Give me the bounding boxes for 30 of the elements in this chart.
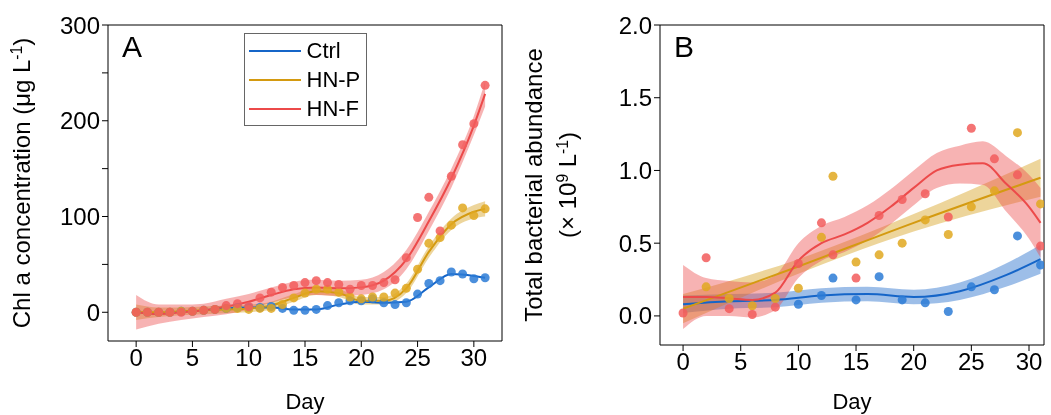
x-tick-label: 0 — [676, 348, 690, 376]
y-tick-label: 300 — [59, 11, 100, 39]
y-tick-label: 2.0 — [618, 11, 652, 39]
x-tick-label: 15 — [842, 348, 870, 376]
legend-label: HN-P — [306, 66, 361, 92]
x-tick-label: 5 — [734, 348, 748, 376]
y-tick-label: 100 — [59, 203, 100, 231]
x-tick-label: 20 — [900, 348, 928, 376]
x-tick-label: 20 — [347, 344, 375, 372]
x-tick-label: 25 — [958, 348, 985, 376]
x-axis-title: Day — [832, 389, 872, 414]
x-tick-label: 25 — [404, 344, 431, 372]
legend-label: HN-F — [306, 95, 360, 121]
x-tick-label: 30 — [1015, 348, 1043, 376]
x-tick-label: 0 — [129, 344, 143, 372]
x-tick-label: 10 — [785, 348, 812, 376]
y-tick-label: 0.5 — [618, 229, 652, 257]
x-tick-label: 30 — [460, 344, 488, 372]
x-tick-label: 10 — [235, 344, 263, 372]
y-tick-label: 1.0 — [618, 156, 652, 184]
annotation: B — [674, 30, 695, 63]
y-tick-label: 200 — [59, 107, 100, 135]
x-axis-title: Day — [285, 389, 325, 414]
x-tick-label: 5 — [185, 344, 200, 372]
annotation: A — [122, 30, 143, 63]
y-tick-label: 1.5 — [618, 84, 652, 112]
y-tick-label: 0 — [86, 298, 100, 326]
legend-label: Ctrl — [306, 37, 341, 63]
x-tick-label: 15 — [291, 344, 319, 372]
y-tick-label: 0.0 — [618, 302, 652, 330]
